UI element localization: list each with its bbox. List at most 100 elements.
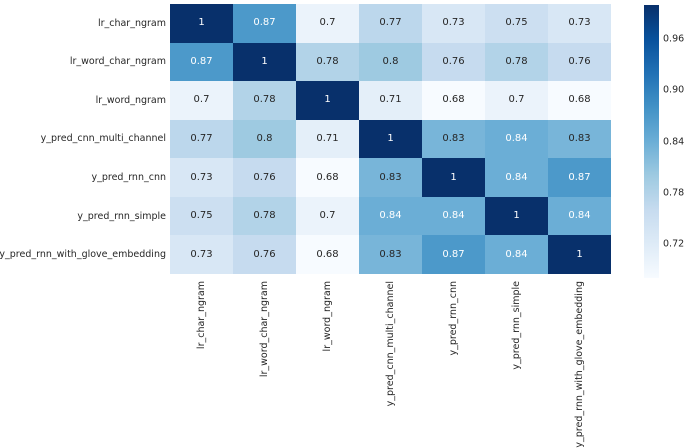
heatmap-cell: 0.83 (548, 119, 611, 159)
x-tick-label: lr_word_ngram (321, 281, 333, 352)
cell-annotation: 0.84 (505, 248, 528, 260)
cell-annotation: 0.68 (442, 94, 465, 106)
heatmap-cell: 0.68 (296, 158, 359, 197)
cell-annotation: 0.83 (379, 171, 402, 183)
heatmap-cell: 0.84 (422, 196, 485, 236)
cell-annotation: 0.87 (568, 171, 591, 183)
cell-annotation: 0.76 (442, 55, 465, 67)
heatmap-grid: 1 0.87 0.7 0.77 0.73 0.75 0.73 0.87 1 0.78 0.8 0.76… (170, 4, 611, 274)
heatmap-cell: 0.84 (548, 196, 611, 236)
heatmap-cell: 0.84 (359, 196, 422, 236)
heatmap-cell: 0.76 (422, 42, 485, 82)
heatmap-cell: 0.77 (359, 4, 422, 43)
colorbar (644, 5, 659, 278)
y-tick-label: lr_word_char_ngram (69, 56, 166, 68)
x-tick-label: lr_char_ngram (195, 281, 207, 350)
cell-annotation: 1 (513, 210, 520, 222)
heatmap-cell: 1 (422, 158, 485, 197)
heatmap-cell: 0.73 (548, 4, 611, 43)
heatmap-cell: 0.78 (233, 196, 296, 236)
y-tick-label: y_pred_cnn_multi_channel (40, 133, 166, 145)
y-axis-tick-labels: lr_char_ngram lr_word_char_ngram lr_word_n… (0, 4, 166, 274)
heatmap-cell: 0.7 (170, 81, 233, 120)
colorbar-tick-label: 0.90 (663, 84, 685, 96)
cell-annotation: 0.7 (508, 94, 525, 106)
cell-annotation: 1 (387, 132, 394, 144)
cell-annotation: 0.7 (319, 17, 336, 29)
cell-annotation: 1 (324, 94, 331, 106)
heatmap-cell: 1 (296, 81, 359, 120)
colorbar-tick-label: 0.84 (663, 136, 685, 147)
heatmap-cell: 0.68 (422, 81, 485, 120)
heatmap-cell: 0.73 (170, 235, 233, 274)
cell-annotation: 0.83 (379, 248, 402, 260)
heatmap-cell: 0.73 (422, 4, 485, 43)
cell-annotation: 0.77 (190, 132, 213, 144)
cell-annotation: 0.87 (190, 55, 213, 67)
heatmap-cell: 0.68 (548, 81, 611, 120)
cell-annotation: 0.75 (505, 17, 528, 29)
cell-annotation: 0.78 (253, 94, 276, 106)
cell-annotation: 0.83 (442, 132, 465, 144)
cell-annotation: 0.84 (505, 171, 528, 183)
cell-annotation: 0.84 (568, 210, 591, 222)
heatmap-cell: 0.87 (548, 158, 611, 197)
x-tick-label: y_pred_rnn_simple (510, 281, 522, 370)
heatmap-cell: 0.84 (485, 235, 548, 274)
cell-annotation: 0.68 (316, 248, 339, 260)
x-tick-label: lr_word_char_ngram (258, 281, 270, 378)
cell-annotation: 1 (198, 17, 205, 29)
cell-annotation: 0.73 (568, 17, 591, 29)
y-tick-label: y_pred_rnn_with_glove_embedding (0, 249, 166, 261)
cell-annotation: 0.7 (319, 210, 336, 222)
cell-annotation: 0.76 (253, 248, 276, 260)
cell-annotation: 0.73 (190, 248, 213, 260)
heatmap-cell: 0.78 (233, 81, 296, 120)
heatmap-cell: 0.7 (296, 4, 359, 43)
heatmap-cell: 0.8 (359, 42, 422, 82)
colorbar-tick-label: 0.78 (663, 187, 685, 199)
cell-annotation: 0.87 (253, 17, 276, 29)
heatmap-cell: 1 (485, 196, 548, 236)
heatmap-cell: 0.83 (422, 119, 485, 159)
heatmap-cell: 1 (548, 235, 611, 274)
heatmap-cell: 0.8 (233, 119, 296, 159)
heatmap-cell: 0.78 (296, 42, 359, 82)
cell-annotation: 0.78 (505, 55, 528, 67)
heatmap-cell: 0.87 (170, 42, 233, 82)
heatmap-cell: 0.68 (296, 235, 359, 274)
cell-annotation: 0.76 (253, 171, 276, 183)
cell-annotation: 1 (261, 55, 268, 67)
cell-annotation: 0.73 (190, 171, 213, 183)
y-tick-label: lr_word_ngram (95, 94, 166, 106)
cell-annotation: 0.84 (442, 210, 465, 222)
x-tick-label: y_pred_rnn_cnn (447, 281, 459, 356)
cell-annotation: 0.71 (316, 132, 339, 144)
heatmap-cell: 0.87 (233, 4, 296, 43)
heatmap-cell: 0.87 (422, 235, 485, 274)
heatmap-cell: 0.83 (359, 235, 422, 274)
heatmap-cell: 0.71 (359, 81, 422, 120)
cell-annotation: 0.73 (442, 17, 465, 29)
heatmap-cell: 0.71 (296, 119, 359, 159)
colorbar-tick-label: 0.72 (663, 238, 685, 250)
cell-annotation: 0.68 (316, 171, 339, 183)
cell-annotation: 0.77 (379, 17, 402, 29)
heatmap-cell: 1 (359, 119, 422, 159)
heatmap-cell: 0.77 (170, 119, 233, 159)
heatmap-cell: 0.76 (233, 158, 296, 197)
cell-annotation: 1 (450, 171, 457, 183)
cell-annotation: 0.68 (568, 94, 591, 106)
heatmap-cell: 1 (233, 42, 296, 82)
heatmap-cell: 0.75 (485, 4, 548, 43)
colorbar-tick-label: 0.96 (663, 33, 685, 45)
cell-annotation: 0.8 (256, 132, 273, 144)
heatmap-cell: 0.83 (359, 158, 422, 197)
x-tick-label: y_pred_rnn_with_glove_embedding (573, 281, 585, 448)
heatmap-cell: 0.78 (485, 42, 548, 82)
heatmap-cell: 0.84 (485, 158, 548, 197)
cell-annotation: 0.71 (379, 94, 402, 106)
cell-annotation: 0.83 (568, 132, 591, 144)
cell-annotation: 0.87 (442, 248, 465, 260)
